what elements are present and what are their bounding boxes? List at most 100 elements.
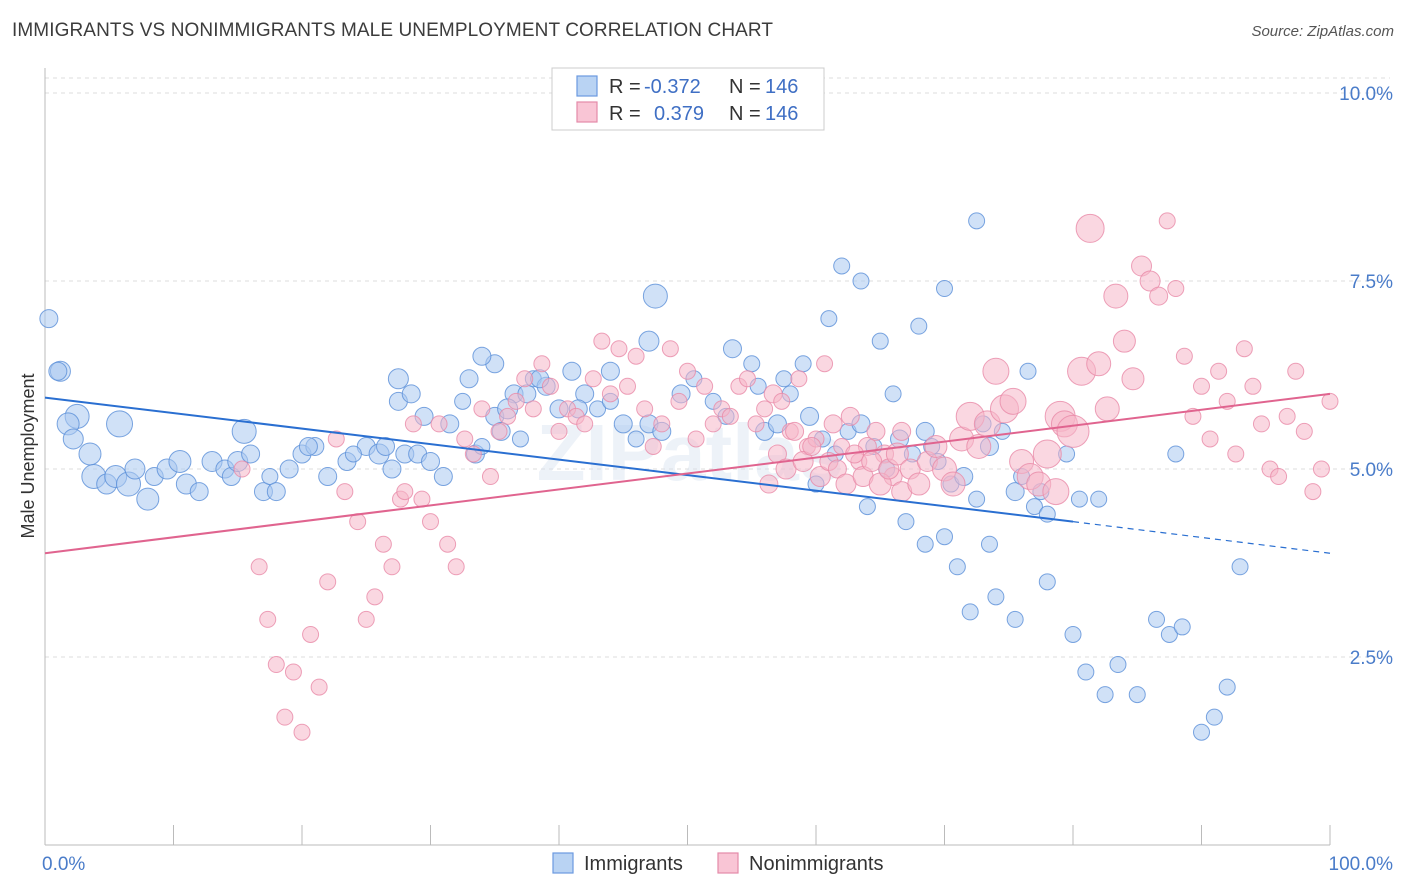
immigrants-point-99 [833,257,851,275]
nonimmigrants-point-117 [1086,351,1112,377]
immigrants-point-5 [62,428,84,450]
nonimmigrants-point-28 [481,468,499,486]
y-tick-label-1: 5.0% [1350,460,1393,481]
y-tick-label-0: 2.5% [1350,648,1393,669]
nonimmigrants-point-46 [636,400,654,418]
legend-n-value-1: 146 [765,76,798,98]
immigrants-point-100 [852,272,870,290]
nonimmigrants-point-44 [619,377,637,395]
immigrants-point-42 [376,436,396,456]
nonimmigrants-point-14 [366,588,384,606]
immigrants-point-96 [775,370,793,388]
immigrants-point-41 [344,445,362,463]
nonimmigrants-point-62 [773,392,791,410]
immigrants-point-130 [1064,625,1082,643]
immigrants-point-12 [124,458,146,480]
nonimmigrants-point-118 [1094,396,1120,422]
nonimmigrants-point-31 [507,392,525,410]
immigrants-point-89 [1019,362,1037,380]
nonimmigrants-point-40 [584,370,602,388]
nonimmigrants-point-128 [1184,407,1202,425]
nonimmigrants-point-67 [816,355,834,373]
nonimmigrants-point-5 [284,663,302,681]
immigrants-point-144 [1070,490,1088,508]
legend-r-value-1: -0.372 [644,76,701,98]
nonimmigrants-point-4 [276,708,294,726]
nonimmigrants-point-13 [357,610,375,628]
nonimmigrants-point-125 [1158,212,1176,230]
legend-n-label-1: N = [729,76,761,98]
nonimmigrants-point-53 [696,377,714,395]
legend-swatch-immigrants [576,75,598,97]
nonimmigrants-point-120 [1112,329,1136,353]
nonimmigrants-point-99 [940,471,966,497]
immigrants-point-93 [1090,490,1108,508]
nonimmigrants-point-104 [982,357,1010,385]
nonimmigrants-point-133 [1227,445,1245,463]
nonimmigrants-point-144 [1321,392,1339,410]
chart-title: IMMIGRANTS VS NONIMMIGRANTS MALE UNEMPLO… [12,20,774,41]
legend-swatch-nonimmigrants [576,101,598,123]
immigrants-point-28 [279,459,299,479]
x-tick-label-1: 100.0% [1329,854,1394,875]
nonimmigrants-point-82 [802,436,822,456]
bottom-legend-swatch-immigrants [552,852,574,874]
immigrants-point-132 [1096,686,1114,704]
nonimmigrants-point-73 [866,421,886,441]
immigrants-point-98 [820,310,838,328]
immigrants-point-117 [472,346,492,366]
immigrants-point-38 [421,452,440,471]
immigrants-point-88 [1005,482,1025,502]
immigrants-point-131 [1077,663,1095,681]
bottom-legend-nonimmigrants: Nonimmigrants [749,853,883,875]
nonimmigrants-point-27 [473,400,491,418]
immigrants-trend-extension [1072,521,1331,554]
immigrants-point-16 [168,450,192,473]
immigrants-point-135 [1148,610,1166,628]
nonimmigrants-point-127 [1175,347,1193,365]
nonimmigrants-point-8 [310,678,328,696]
nonimmigrants-point-97 [924,434,948,458]
nonimmigrants-point-33 [524,400,542,418]
immigrants-point-61 [627,430,645,448]
nonimmigrants-point-43 [610,340,628,358]
immigrants-point-103 [910,317,928,335]
y-axis-title: Male Unemployment [18,373,38,538]
nonimmigrants-point-30 [499,407,517,425]
nonimmigrants-point-110 [1032,439,1062,469]
immigrants-point-141 [1231,558,1249,576]
nonimmigrants-point-41 [593,332,611,350]
nonimmigrants-point-143 [1312,460,1330,478]
nonimmigrants-point-59 [747,415,765,433]
immigrants-point-13 [136,487,160,511]
immigrants-point-72 [800,406,820,426]
nonimmigrants-point-25 [456,430,474,448]
immigrants-point-140 [1218,678,1236,696]
trend-lines [44,392,1331,555]
nonimmigrants-point-140 [1287,362,1305,380]
immigrants-point-126 [961,603,979,621]
nonimmigrants-point-131 [1210,362,1228,380]
immigrants-point-67 [722,339,742,359]
immigrants-point-120 [387,368,409,390]
immigrants-point-60 [613,414,633,434]
nonimmigrants-trend-line [44,392,1331,555]
nonimmigrants-point-56 [721,407,739,425]
legend-r-label-2: R = [609,103,641,125]
nonimmigrants-point-29 [490,422,508,440]
immigrants-point-129 [1038,573,1056,591]
nonimmigrants-point-106 [999,387,1027,415]
immigrants-point-128 [1006,610,1024,628]
nonimmigrants-point-111 [1042,478,1070,506]
immigrants-point-125 [948,558,966,576]
nonimmigrants-point-23 [439,535,457,553]
nonimmigrants-point-51 [679,362,696,380]
nonimmigrants-point-141 [1295,422,1313,440]
nonimmigrants-point-21 [422,513,439,531]
immigrants-point-8 [106,410,134,438]
nonimmigrants-point-49 [661,340,679,358]
nonimmigrants-point-35 [541,377,559,395]
immigrants-point-6 [78,442,102,466]
nonimmigrants-point-34 [533,355,551,373]
